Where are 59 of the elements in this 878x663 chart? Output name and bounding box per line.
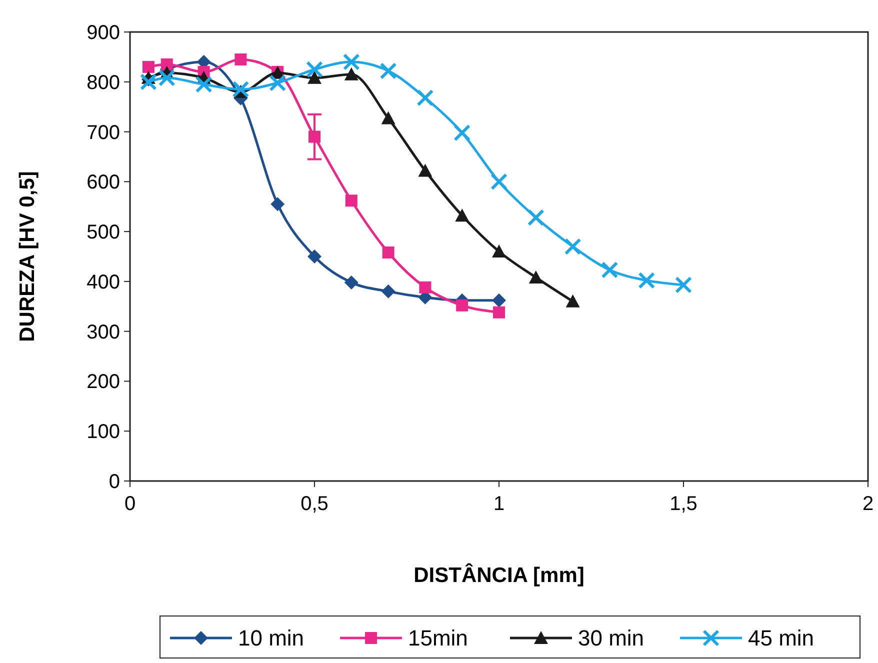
point [234, 53, 247, 66]
legend-label: 15min [408, 626, 468, 651]
legend-label: 10 min [238, 626, 304, 651]
point [308, 130, 320, 143]
point [527, 209, 544, 226]
point [142, 60, 154, 73]
point [492, 244, 506, 258]
point [456, 299, 468, 312]
point [345, 194, 358, 207]
x-tick-label: 1 [493, 493, 505, 515]
point [195, 76, 212, 93]
point [382, 246, 394, 259]
point [160, 58, 173, 70]
point [381, 284, 396, 298]
point [490, 173, 508, 190]
point [308, 70, 322, 84]
x-tick-label: 2 [862, 493, 874, 515]
point [455, 208, 470, 222]
point [344, 275, 358, 290]
point [493, 306, 505, 318]
point [269, 74, 286, 92]
point [564, 238, 582, 256]
point [232, 80, 250, 98]
point [675, 276, 692, 294]
point [418, 164, 432, 177]
y-tick-label: 100 [86, 421, 120, 444]
point [419, 281, 432, 294]
point [454, 124, 471, 142]
point [344, 67, 358, 80]
point [566, 294, 580, 308]
point [308, 250, 322, 264]
point [270, 197, 285, 212]
point [528, 270, 543, 284]
point [638, 272, 656, 289]
x-tick-label: 1,5 [670, 493, 698, 515]
x-axis-title: DISTÂNCIA [mm] [414, 563, 584, 587]
point [342, 53, 360, 70]
x-tick-label: 0,5 [300, 493, 328, 515]
y-tick-label: 300 [86, 321, 120, 344]
x-tick-label: 0 [124, 493, 136, 515]
y-tick-label: 600 [86, 172, 120, 194]
y-tick-label: 400 [86, 271, 120, 294]
y-tick-label: 500 [86, 222, 120, 244]
point [140, 73, 157, 90]
y-tick-label: 200 [86, 371, 120, 394]
point [601, 261, 618, 278]
legend-label: 30 min [578, 626, 644, 651]
legend-label: 45 min [748, 626, 814, 651]
y-axis-title: DUREZA [HV 0,5] [16, 171, 39, 342]
y-tick-label: 900 [86, 22, 120, 44]
point [492, 293, 506, 308]
point [158, 69, 176, 86]
point [381, 111, 396, 124]
y-tick-label: 700 [86, 122, 120, 144]
y-tick-label: 0 [108, 471, 120, 493]
point [416, 89, 434, 106]
point [306, 60, 323, 78]
y-tick-label: 800 [86, 72, 120, 94]
point [380, 62, 397, 80]
